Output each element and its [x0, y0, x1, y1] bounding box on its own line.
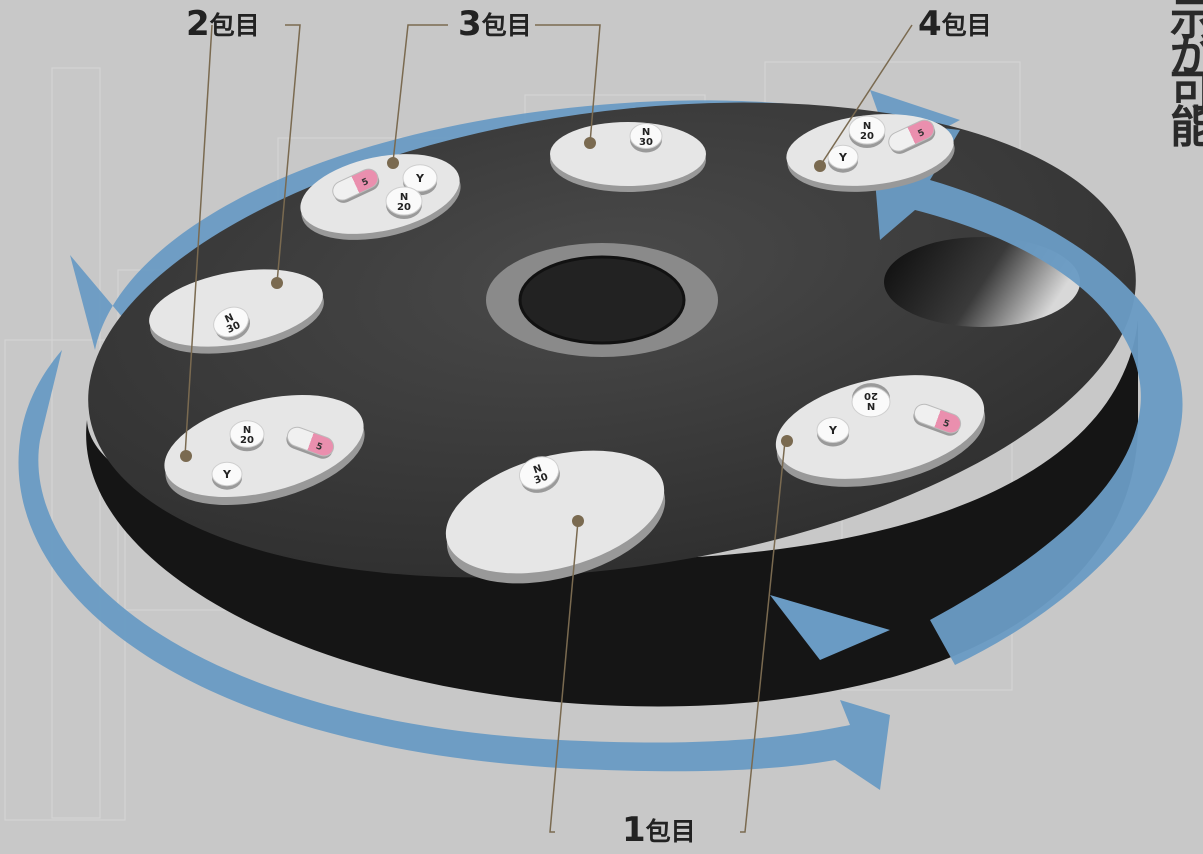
pill-mark: Y: [838, 151, 848, 164]
plate-1: [445, 450, 666, 584]
tray-side: [86, 320, 1139, 707]
pill-mark: N: [863, 121, 871, 132]
pill-n20-plate4b: N20: [851, 383, 891, 418]
pill-mark: N: [867, 400, 875, 411]
pill-n20-plate4: N20: [848, 115, 886, 149]
label-pack-1: 1 包目: [622, 810, 696, 850]
capsule-plate4b: 5: [913, 403, 962, 436]
pill-mark: Y: [828, 424, 838, 437]
pill-mark: 20: [240, 435, 254, 446]
rotation-arrow-right: [870, 120, 1183, 665]
tray-center-hub: [518, 255, 686, 345]
label-pack-3: 3 包目: [458, 4, 532, 44]
label-pack-4: 4 包目: [918, 4, 992, 44]
pill-mark: Y: [222, 468, 232, 481]
pill-y-plate2: Y: [211, 461, 243, 490]
pill-mark: Y: [415, 172, 425, 185]
capsule-mark: 5: [361, 177, 371, 189]
leader-lines: [184, 24, 913, 833]
pill-n30-plate1: N30: [518, 456, 560, 493]
pill-n20-plate2: N20: [229, 420, 265, 452]
side-caption: 示が可能。: [1170, 0, 1203, 153]
capsule-plate3: 5: [332, 168, 380, 203]
capsule-plate2: 5: [286, 426, 335, 459]
pill-mark: 20: [860, 131, 874, 142]
pill-mark: N: [642, 127, 650, 138]
capsule-mark: 5: [917, 128, 927, 140]
pill-n30-plate3b: N30: [629, 123, 663, 153]
pill-y-plate4b: Y: [816, 417, 850, 447]
pill-n20-plate3: N20: [385, 186, 423, 220]
pill-n30-plate2b: N30: [213, 306, 251, 341]
rotation-arrow-head-lower: [770, 595, 890, 660]
tray-hole: [884, 237, 1080, 327]
pill-mark: 20: [864, 390, 878, 401]
capsule-mark: 5: [314, 442, 323, 454]
rotation-arrow-front: [18, 350, 890, 790]
pill-mark: 30: [225, 320, 242, 336]
pill-mark: N: [532, 463, 544, 476]
plate-3b: [550, 122, 706, 192]
label-pack-2: 2 包目: [186, 4, 260, 44]
capsule-plate4: 5: [888, 119, 936, 154]
pill-mark: 30: [639, 137, 653, 148]
pill-mark: 30: [533, 472, 550, 487]
pill-mark: 20: [397, 202, 411, 213]
pill-mark: N: [400, 192, 408, 203]
pill-mark: N: [243, 425, 251, 436]
pill-y-plate4: Y: [827, 144, 859, 173]
capsule-mark: 5: [941, 419, 950, 431]
leader-dots: [180, 137, 826, 527]
